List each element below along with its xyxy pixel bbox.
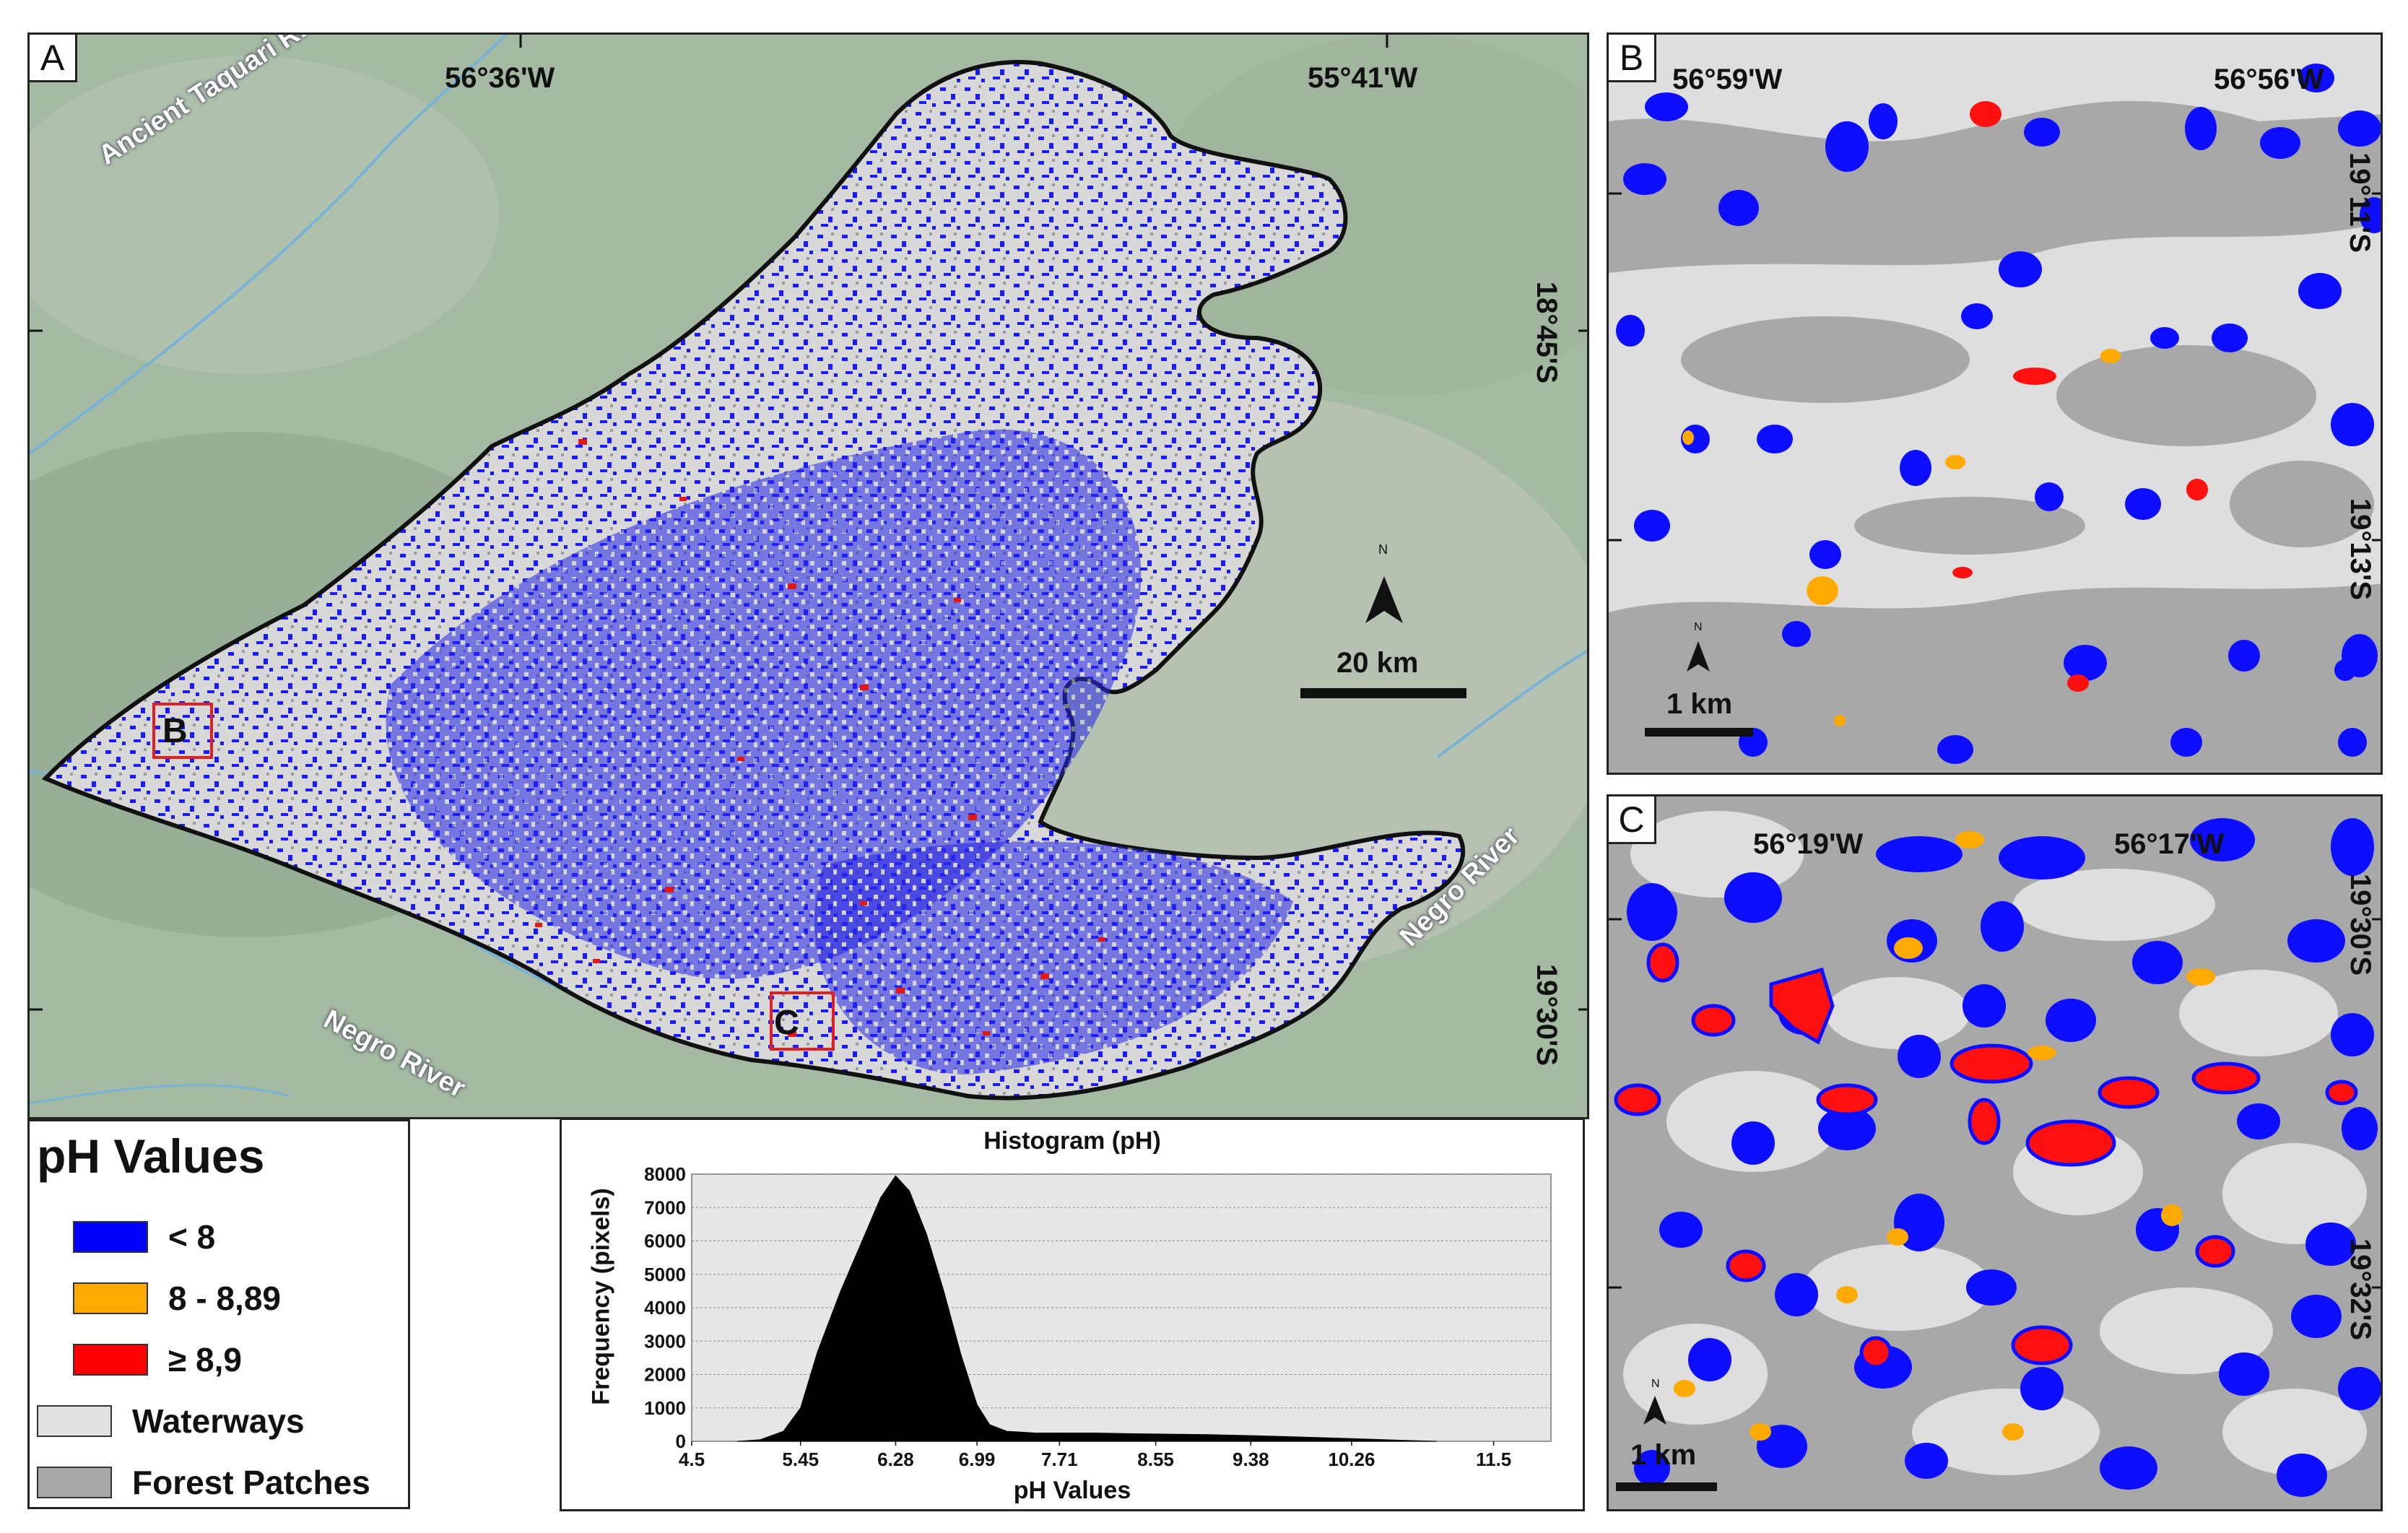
- map-a-canvas: [30, 35, 1587, 1117]
- data-point: [1401, 1440, 1403, 1441]
- map-panel-c: C 56°19'W 56°17'W 19°30'S 19°32'S N 1 km: [1607, 794, 2383, 1511]
- legend-title: pH Values: [37, 1129, 265, 1183]
- data-point: [880, 1197, 882, 1198]
- x-tick-label: 5.45: [782, 1449, 819, 1470]
- data-point: [1207, 1434, 1208, 1436]
- x-tick-label: 6.28: [877, 1449, 914, 1470]
- coord-a-top-right: 55°41'W: [1308, 62, 1418, 94]
- data-point: [817, 1350, 819, 1352]
- data-point: [1155, 1433, 1157, 1435]
- map-panel-a: A 56°36'W 55°41'W 18°45'S 19°30'S Ancien…: [27, 32, 1589, 1119]
- data-point: [800, 1407, 801, 1409]
- x-tick-label: 8.55: [1137, 1449, 1174, 1470]
- legend-swatch: [73, 1344, 148, 1376]
- legend-label: < 8: [168, 1218, 216, 1256]
- y-tick-label: 2000: [644, 1364, 686, 1386]
- legend-item: Waterways: [37, 1399, 305, 1443]
- coord-a-top-left: 56°36'W: [445, 62, 555, 94]
- panel-c-label: C: [1609, 796, 1656, 844]
- legend-swatch: [73, 1282, 148, 1314]
- north-arrow-icon: [1643, 1396, 1666, 1425]
- x-tick-label: 9.38: [1233, 1449, 1269, 1470]
- coord-b-top-right: 56°56'W: [2214, 64, 2324, 95]
- data-point: [989, 1424, 991, 1425]
- legend: pH Values < 8 8 - 8,89 ≥ 8,9 Waterways F…: [27, 1119, 410, 1509]
- north-arrow-icon: [1365, 576, 1403, 623]
- scale-label-b: 1 km: [1666, 688, 1733, 720]
- north-label-b: N: [1694, 621, 1703, 633]
- y-tick-label: 3000: [644, 1330, 686, 1352]
- legend-swatch: [37, 1405, 112, 1437]
- data-point: [760, 1439, 761, 1441]
- histogram-area: [737, 1175, 1437, 1442]
- legend-item: 8 - 8,89: [73, 1277, 281, 1320]
- histogram-canvas: 0 1000 2000 3000 4000 5000 6000 7000 8000 4.5 5.45…: [644, 1163, 1552, 1470]
- coord-c-right-lower: 19°32'S: [2344, 1238, 2377, 1341]
- map-c-canvas: [1609, 796, 2381, 1509]
- x-tick-label: 10.26: [1328, 1449, 1375, 1470]
- legend-swatch: [73, 1221, 148, 1253]
- inset-box-c-label: C: [774, 1004, 799, 1042]
- chart-title: Histogram (pH): [983, 1127, 1161, 1155]
- coord-b-right-lower: 19°13'S: [2344, 498, 2377, 601]
- inset-box-b-label: B: [162, 712, 188, 750]
- coord-b-top-left: 56°59'W: [1672, 64, 1783, 95]
- y-tick-label: 4000: [644, 1297, 686, 1319]
- coord-c-top-right: 56°17'W: [2114, 828, 2225, 860]
- legend-swatch: [37, 1467, 112, 1498]
- legend-label: 8 - 8,89: [168, 1280, 281, 1317]
- data-point: [840, 1290, 841, 1292]
- x-tick-label: 7.71: [1041, 1449, 1078, 1470]
- map-panel-b: B 56°59'W 56°56'W 19°11'S 19°13'S N 1 km: [1607, 32, 2383, 775]
- y-tick-label: 1000: [644, 1397, 686, 1419]
- legend-label: ≥ 8,9: [168, 1341, 242, 1378]
- map-b-canvas: [1609, 35, 2381, 773]
- x-tick-label: 6.99: [959, 1449, 996, 1470]
- north-label-a: N: [1378, 542, 1388, 557]
- scale-label-c: 1 km: [1630, 1439, 1697, 1471]
- y-tick-label: 5000: [644, 1264, 686, 1285]
- data-point: [1351, 1438, 1352, 1439]
- data-point: [1298, 1436, 1300, 1438]
- legend-label: Waterways: [132, 1402, 305, 1440]
- x-tick-label: 11.5: [1476, 1449, 1511, 1470]
- coord-c-right-upper: 19°30'S: [2344, 873, 2377, 976]
- y-tick-label: 6000: [644, 1230, 686, 1252]
- scale-bar: [1645, 728, 1753, 737]
- data-point: [736, 1441, 738, 1442]
- inset-box-b: B: [152, 703, 213, 759]
- scale-bar: [1300, 688, 1466, 698]
- legend-item: ≥ 8,9: [73, 1338, 242, 1381]
- data-point: [926, 1233, 927, 1235]
- coord-a-right-lower: 19°30'S: [1531, 963, 1563, 1067]
- histogram-panel: Histogram (pH) Frequency (pixels) pH Val…: [560, 1118, 1585, 1511]
- y-tick-label: 8000: [644, 1163, 686, 1185]
- legend-label: Forest Patches: [132, 1464, 370, 1501]
- north-label-c: N: [1651, 1378, 1660, 1390]
- y-tick-label: 0: [676, 1430, 686, 1452]
- north-arrow-icon: [1687, 641, 1710, 672]
- panel-a-label: A: [30, 35, 77, 82]
- chart-xlabel: pH Values: [1013, 1477, 1131, 1504]
- panel-b-label: B: [1609, 35, 1656, 82]
- coord-a-right-upper: 18°45'S: [1531, 281, 1563, 384]
- inset-box-c: C: [770, 991, 835, 1051]
- legend-item: Forest Patches: [37, 1461, 370, 1504]
- x-tick-label: 4.5: [679, 1449, 705, 1470]
- legend-item: < 8: [73, 1215, 215, 1259]
- data-point: [976, 1404, 978, 1405]
- y-tick-label: 7000: [644, 1197, 686, 1218]
- scale-bar: [1616, 1482, 1717, 1491]
- scale-label-a: 20 km: [1336, 647, 1419, 679]
- data-point: [1126, 1433, 1128, 1434]
- coord-b-right-upper: 19°11'S: [2343, 152, 2376, 253]
- data-point: [960, 1354, 962, 1355]
- data-point: [1435, 1441, 1437, 1442]
- coord-c-top-left: 56°19'W: [1753, 828, 1864, 860]
